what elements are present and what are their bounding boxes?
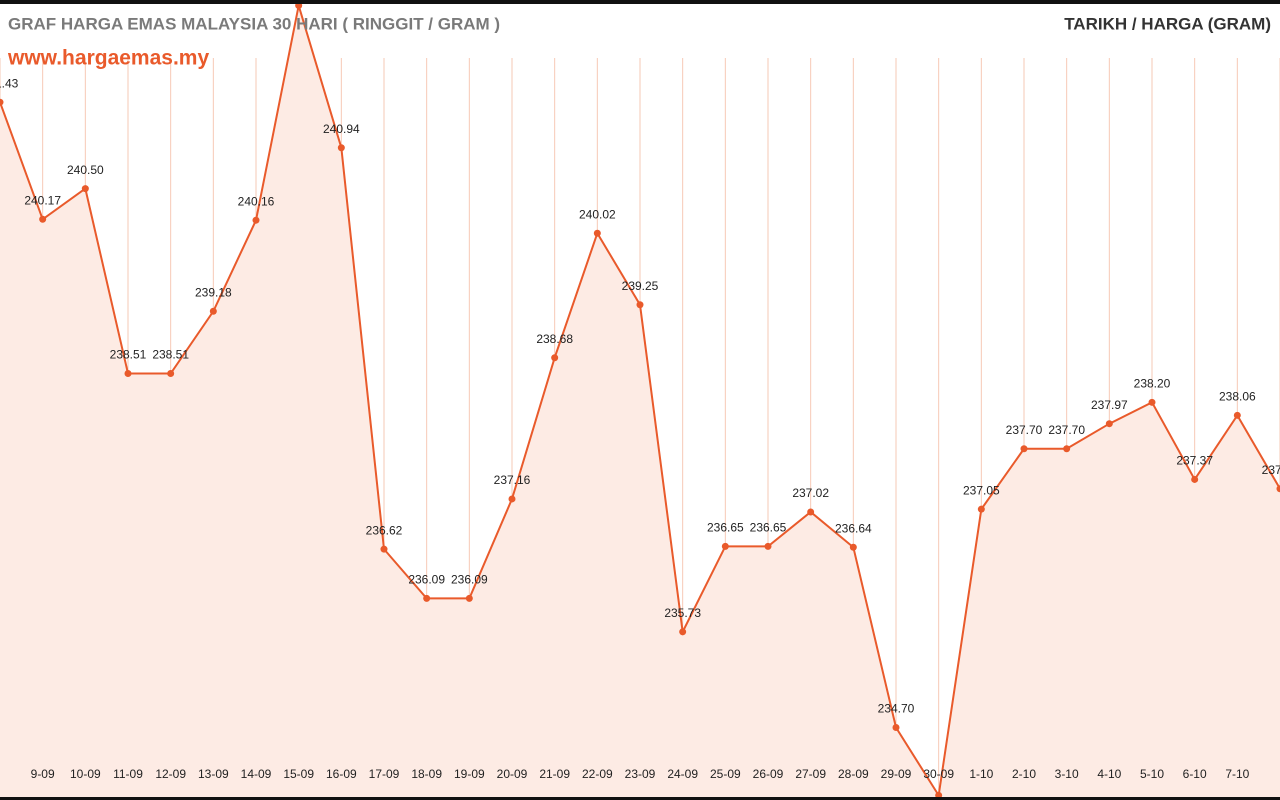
point: [167, 370, 175, 378]
x-tick-label: 4-10: [1097, 767, 1121, 781]
value-label: 241.43: [0, 76, 19, 90]
point: [508, 495, 516, 503]
point: [679, 628, 687, 636]
point: [1148, 398, 1156, 406]
x-tick-label: 25-09: [710, 767, 741, 781]
value-label: 240.94: [323, 122, 360, 136]
value-label: 236.65: [750, 521, 787, 535]
x-tick-label: 16-09: [326, 767, 357, 781]
x-tick-label: 23-09: [625, 767, 656, 781]
x-tick-label: 18-09: [411, 767, 442, 781]
point: [764, 542, 772, 550]
value-label: 237.27: [1262, 463, 1280, 477]
value-label: 238.51: [152, 348, 189, 362]
value-label: 237.37: [1176, 454, 1213, 468]
x-tick-label: 19-09: [454, 767, 485, 781]
value-label: 237.97: [1091, 398, 1128, 412]
point: [551, 354, 559, 362]
x-tick-label: 20-09: [497, 767, 528, 781]
x-tick-label: 30-09: [923, 767, 954, 781]
x-tick-label: 6-10: [1183, 767, 1207, 781]
chart-title: GRAF HARGA EMAS MALAYSIA 30 HARI ( RINGG…: [8, 14, 500, 33]
point: [977, 505, 985, 513]
point: [0, 98, 4, 106]
point: [252, 216, 260, 224]
value-label: 238.51: [110, 348, 147, 362]
point: [807, 508, 815, 516]
point: [1020, 445, 1028, 453]
point: [593, 229, 601, 237]
x-tick-label: 10-09: [70, 767, 101, 781]
point: [209, 307, 217, 315]
value-label: 239.18: [195, 285, 232, 299]
point: [81, 185, 89, 193]
x-tick-label: 17-09: [369, 767, 400, 781]
x-tick-label: 27-09: [795, 767, 826, 781]
x-tick-label: 5-10: [1140, 767, 1164, 781]
value-label: 236.09: [451, 573, 488, 587]
x-tick-label: 14-09: [241, 767, 272, 781]
point: [1233, 411, 1241, 419]
value-label: 236.65: [707, 521, 744, 535]
point: [1276, 485, 1280, 493]
value-label: 238.68: [536, 332, 573, 346]
x-tick-label: 28-09: [838, 767, 869, 781]
value-label: 236.09: [408, 573, 445, 587]
point: [1105, 420, 1113, 428]
x-tick-label: 3-10: [1055, 767, 1079, 781]
value-label: 236.64: [835, 521, 872, 535]
x-tick-label: 21-09: [539, 767, 570, 781]
x-tick-label: 2-10: [1012, 767, 1036, 781]
point: [124, 370, 132, 378]
point: [39, 215, 47, 223]
x-tick-label: 24-09: [667, 767, 698, 781]
x-tick-label: 9-09: [31, 767, 55, 781]
value-label: 236.62: [366, 523, 403, 537]
point: [337, 144, 345, 152]
x-tick-label: 22-09: [582, 767, 613, 781]
value-label: 239.25: [622, 279, 659, 293]
legend-title: TARIKH / HARGA (GRAM): [1064, 14, 1271, 33]
value-label: 235.73: [664, 606, 701, 620]
value-label: 240.50: [67, 163, 104, 177]
value-label: 237.70: [1048, 423, 1085, 437]
point: [892, 724, 900, 732]
value-label: 240.16: [238, 194, 275, 208]
x-tick-label: 12-09: [155, 767, 186, 781]
point: [380, 545, 388, 553]
point: [465, 594, 473, 602]
x-tick-label: 1-10: [969, 767, 993, 781]
value-label: 237.05: [963, 483, 1000, 497]
value-label: 240.02: [579, 207, 616, 221]
bottom-bar: [0, 797, 1280, 800]
point: [423, 594, 431, 602]
value-label: 237.70: [1006, 423, 1043, 437]
value-label: 234.70: [878, 702, 915, 716]
site-link: www.hargaemas.my: [7, 47, 209, 70]
x-tick-label: 29-09: [881, 767, 912, 781]
point: [1191, 475, 1199, 483]
top-bar: [0, 0, 1280, 4]
point: [849, 543, 857, 551]
x-tick-label: 13-09: [198, 767, 229, 781]
point: [1063, 445, 1071, 453]
point: [636, 301, 644, 309]
x-tick-label: 7-10: [1225, 767, 1249, 781]
value-label: 238.20: [1134, 376, 1171, 390]
value-label: 237.02: [792, 486, 829, 500]
value-label: 240.17: [24, 193, 61, 207]
x-tick-label: 15-09: [283, 767, 314, 781]
point: [721, 542, 729, 550]
value-label: 238.06: [1219, 390, 1256, 404]
x-tick-label: 26-09: [753, 767, 784, 781]
area: [0, 5, 1280, 800]
value-label: 237.16: [494, 473, 531, 487]
x-tick-label: 11-09: [113, 767, 143, 781]
